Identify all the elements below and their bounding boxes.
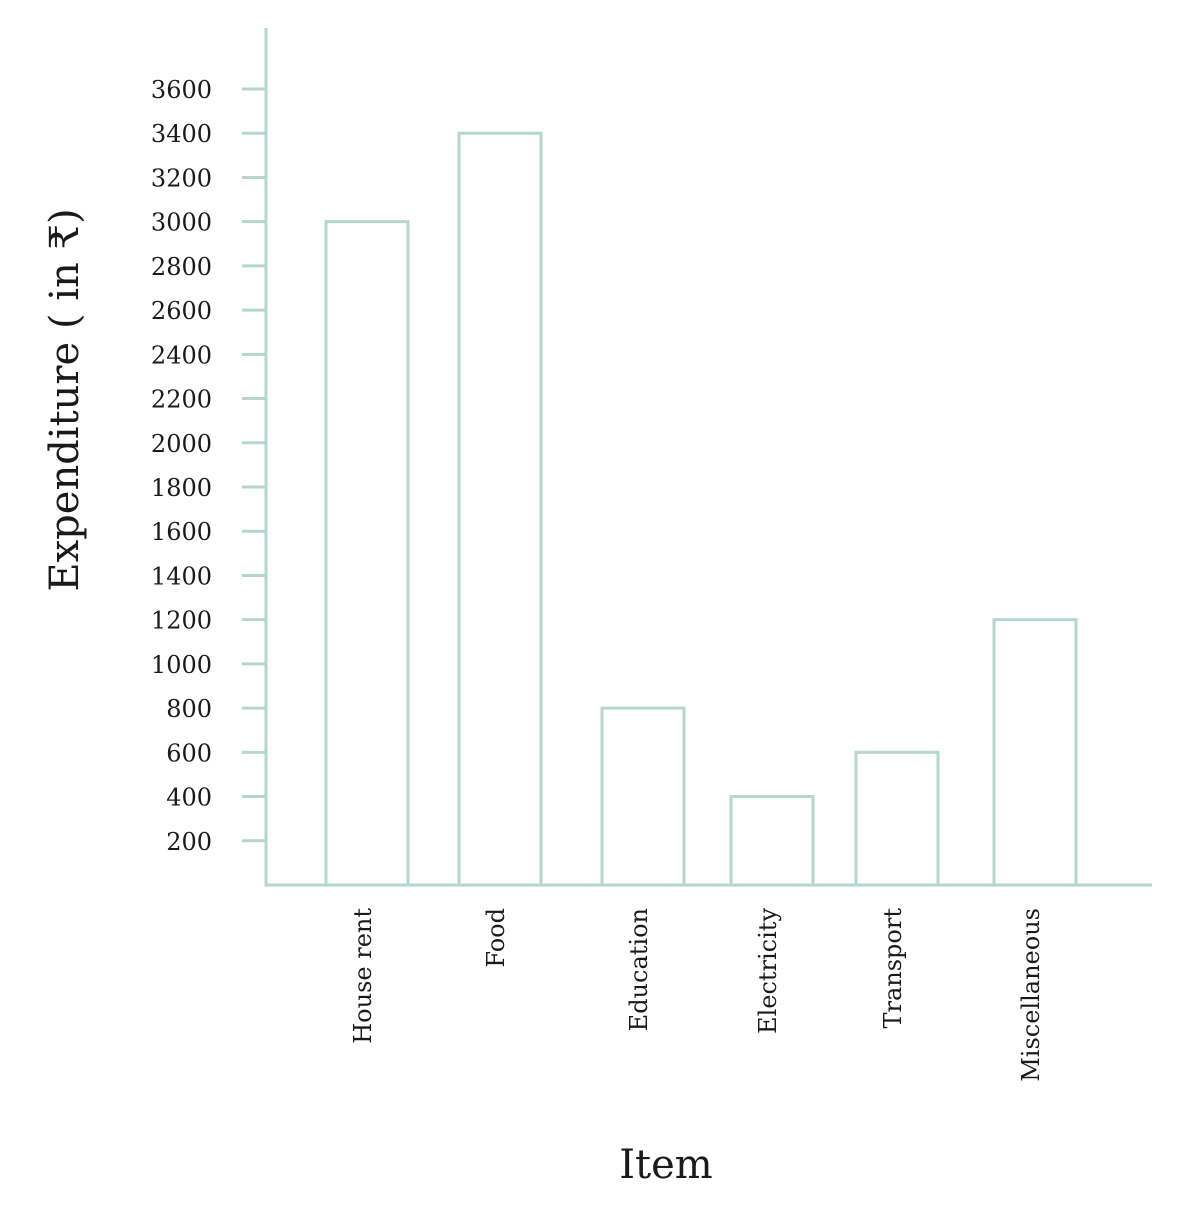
x-tick-label: Electricity — [754, 908, 782, 1034]
y-tick-label: 1800 — [151, 474, 212, 502]
y-tick-label: 200 — [166, 828, 212, 856]
y-tick-label: 400 — [166, 784, 212, 812]
y-tick-label: 2600 — [151, 297, 212, 325]
x-tick-label: Food — [482, 908, 510, 968]
y-tick-label: 1200 — [151, 607, 212, 635]
x-tick-label: House rent — [349, 908, 377, 1044]
bars — [324, 131, 1078, 887]
y-tick-label: 2000 — [151, 430, 212, 458]
y-tick-label: 1400 — [151, 562, 212, 590]
y-tick-label: 3400 — [151, 120, 212, 148]
y-tick-label: 3600 — [151, 76, 212, 104]
y-tick-label: 2400 — [151, 341, 212, 369]
y-tick-label: 1000 — [151, 651, 212, 679]
x-tick-label: Miscellaneous — [1017, 908, 1045, 1082]
y-ticks: 200 400 600 800 1000 1200 1400 1600 1800 2000 2200… — [151, 76, 266, 856]
y-tick-label: 2800 — [151, 253, 212, 281]
bar — [854, 750, 940, 887]
bar — [729, 795, 815, 887]
y-tick-label: 1600 — [151, 518, 212, 546]
y-tick-label: 3000 — [151, 209, 212, 237]
y-axis-title: Expenditure ( in ₹) — [42, 208, 88, 591]
bar — [992, 618, 1078, 887]
x-tick-labels: House rent Food Education Electricity Transp… — [349, 908, 1045, 1082]
y-tick-label: 3200 — [151, 164, 212, 192]
y-tick-label: 2200 — [151, 386, 212, 414]
bar — [324, 220, 410, 887]
y-tick-label: 800 — [166, 695, 212, 723]
bar — [457, 131, 543, 887]
y-tick-label: 600 — [166, 739, 212, 767]
x-tick-label: Transport — [879, 908, 907, 1029]
x-tick-label: Education — [625, 908, 653, 1031]
bar — [600, 706, 686, 887]
x-axis-title: Item — [619, 1142, 712, 1188]
